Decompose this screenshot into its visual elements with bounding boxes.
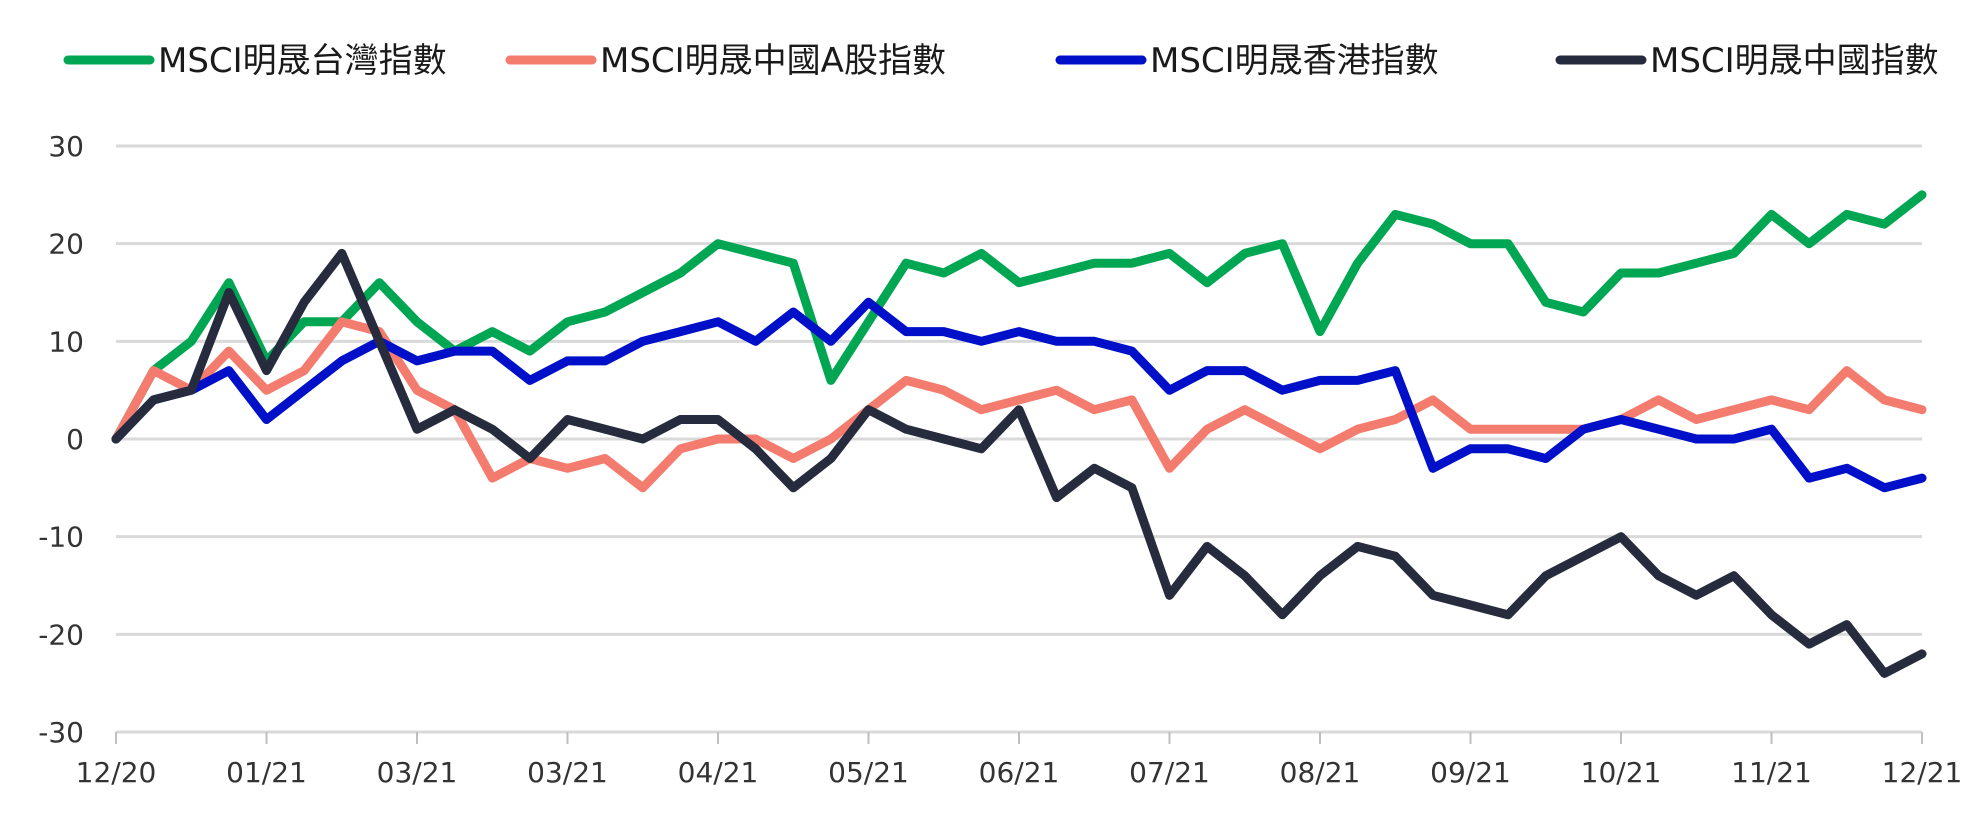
legend-item-hong-kong[interactable]: MSCI明晟香港指數 [1055,41,1439,81]
x-tick-label: 11/21 [1731,756,1812,789]
legend-item-taiwan[interactable]: MSCI明晟台灣指數 [63,41,447,81]
y-tick-label: 10 [48,325,84,358]
legend-label-china: MSCI明晟中國指數 [1650,41,1939,81]
x-tick-label: 04/21 [678,756,759,789]
y-tick-label: 30 [48,130,84,163]
x-tick-label: 09/21 [1430,756,1511,789]
x-tick-label: 10/21 [1581,756,1662,789]
x-axis-ticks [115,732,1923,744]
y-tick-label: -20 [38,618,84,651]
x-tick-label: 01/21 [226,756,307,789]
legend-item-china[interactable]: MSCI明晟中國指數 [1555,41,1939,81]
series-lines [111,190,1927,678]
y-tick-label: 0 [66,423,84,456]
x-tick-label: 08/21 [1280,756,1361,789]
series-line-hong-kong [111,297,1927,493]
x-tick-label: 12/21 [1882,756,1963,789]
legend-label-china-a: MSCI明晟中國A股指數 [600,41,946,81]
series-line-china [111,248,1927,678]
x-tick-label: 12/20 [76,756,157,789]
x-axis: 12/20 01/21 03/21 03/21 04/21 05/21 06/21 07/21… [76,756,1963,789]
y-tick-label: -10 [38,521,84,554]
y-axis: 30 20 10 0 -10 -20 -30 [38,130,84,749]
legend-item-china-a[interactable]: MSCI明晟中國A股指數 [505,41,946,81]
x-tick-label: 07/21 [1129,756,1210,789]
legend-label-taiwan: MSCI明晟台灣指數 [158,41,447,81]
legend-label-hong-kong: MSCI明晟香港指數 [1150,41,1439,81]
x-tick-label: 03/21 [527,756,608,789]
legend: MSCI明晟台灣指數 MSCI明晟中國A股指數 MSCI明晟香港指數 MSCI明… [63,41,1939,81]
gridlines [116,144,1922,734]
x-tick-label: 03/21 [377,756,458,789]
x-tick-label: 05/21 [828,756,909,789]
y-tick-label: -30 [38,716,84,749]
series-line-taiwan [111,190,1927,444]
x-tick-label: 06/21 [979,756,1060,789]
y-tick-label: 20 [48,228,84,261]
